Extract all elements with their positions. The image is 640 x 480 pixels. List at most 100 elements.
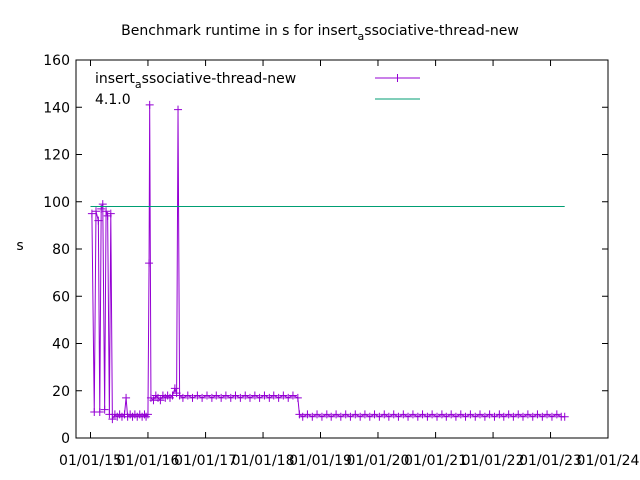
data-point-marker: [466, 410, 475, 419]
data-point-marker: [245, 393, 254, 402]
data-point-marker: [552, 410, 561, 419]
x-tick-label: 01/01/21: [404, 453, 467, 469]
data-point-marker: [284, 393, 293, 402]
data-point-marker: [108, 415, 117, 424]
data-point-marker: [451, 412, 460, 421]
data-point-marker: [475, 410, 484, 419]
chart-title-subscript: a: [358, 30, 365, 43]
data-point-marker: [236, 393, 245, 402]
data-point-marker: [327, 412, 336, 421]
data-point-marker: [212, 391, 221, 400]
data-point-marker: [413, 412, 422, 421]
y-tick-label: 0: [61, 431, 70, 447]
data-point-marker: [226, 393, 235, 402]
chart-title: Benchmark runtime in s for insertassocia…: [121, 23, 519, 43]
data-point-marker: [168, 391, 177, 400]
data-point-marker: [145, 100, 154, 109]
data-point-marker: [298, 412, 307, 421]
data-point-marker: [322, 410, 331, 419]
data-point-marker: [332, 410, 341, 419]
y-tick-label: 60: [52, 289, 70, 305]
data-point-marker: [538, 412, 547, 421]
data-point-marker: [437, 410, 446, 419]
data-point-marker: [480, 412, 489, 421]
data-point-marker: [231, 391, 240, 400]
data-point-marker: [394, 412, 403, 421]
data-point-marker: [433, 412, 442, 421]
y-tick-label: 120: [43, 148, 70, 164]
data-point-marker: [269, 391, 278, 400]
legend-label-1: insertassociative-thread-new: [95, 71, 296, 91]
data-point-marker: [341, 410, 350, 419]
data-point-marker: [178, 393, 187, 402]
data-point-marker: [221, 391, 230, 400]
data-point-marker: [351, 410, 360, 419]
y-tick-label: 160: [43, 53, 70, 69]
data-point-marker: [156, 396, 165, 405]
legend-marker-1: [393, 74, 402, 82]
data-point-marker: [106, 209, 115, 218]
data-point-marker: [346, 412, 355, 421]
data-point-marker: [217, 393, 226, 402]
data-point-marker: [274, 393, 283, 402]
x-tick-label: 01/01/15: [59, 453, 122, 469]
y-tick-label: 80: [52, 242, 70, 258]
plot-marks: [87, 100, 569, 424]
data-point-marker: [102, 207, 111, 216]
x-tick-label: 01/01/23: [519, 453, 582, 469]
series-line-1: [91, 104, 565, 420]
data-point-marker: [308, 412, 317, 421]
data-point-marker: [499, 412, 508, 421]
data-point-marker: [198, 393, 207, 402]
data-point-marker: [250, 391, 259, 400]
x-tick-label: 01/01/18: [232, 453, 295, 469]
data-point-marker: [336, 412, 345, 421]
data-point-marker: [265, 393, 274, 402]
y-tick-label: 100: [43, 195, 70, 211]
data-point-marker: [485, 410, 494, 419]
data-point-marker: [149, 396, 158, 405]
x-tick-label: 01/01/20: [347, 453, 410, 469]
data-point-marker: [461, 412, 470, 421]
data-point-marker: [145, 259, 154, 268]
data-point-marker: [95, 408, 104, 417]
data-point-marker: [293, 393, 302, 402]
axes: 02040608010012014016001/01/1501/01/1601/…: [43, 53, 639, 469]
data-point-marker: [122, 393, 131, 402]
x-tick-label: 01/01/22: [462, 453, 525, 469]
data-point-marker: [375, 412, 384, 421]
data-point-marker: [518, 412, 527, 421]
data-point-marker: [207, 393, 216, 402]
data-point-marker: [423, 412, 432, 421]
data-point-marker: [255, 393, 264, 402]
data-point-marker: [528, 412, 537, 421]
data-point-marker: [303, 410, 312, 419]
x-tick-label: 01/01/16: [117, 453, 180, 469]
x-tick-label: 01/01/17: [174, 453, 237, 469]
data-point-marker: [94, 216, 103, 225]
chart-title-suffix: ssociative-thread-new: [364, 23, 519, 39]
data-point-marker: [428, 410, 437, 419]
data-point-marker: [317, 412, 326, 421]
data-point-marker: [442, 412, 451, 421]
data-point-marker: [495, 410, 504, 419]
data-point-marker: [241, 391, 250, 400]
data-point-marker: [370, 410, 379, 419]
data-point-marker: [170, 384, 179, 393]
data-point-marker: [504, 410, 513, 419]
y-tick-label: 140: [43, 100, 70, 116]
data-point-marker: [313, 410, 322, 419]
data-point-marker: [193, 391, 202, 400]
data-point-marker: [380, 410, 389, 419]
x-tick-label: 01/01/24: [577, 453, 640, 469]
data-point-marker: [389, 410, 398, 419]
data-point-marker: [523, 410, 532, 419]
data-point-marker: [447, 410, 456, 419]
data-point-marker: [408, 410, 417, 419]
data-point-marker: [509, 412, 518, 421]
data-point-marker: [100, 405, 109, 414]
data-point-marker: [188, 393, 197, 402]
y-tick-label: 40: [52, 337, 70, 353]
data-point-marker: [384, 412, 393, 421]
